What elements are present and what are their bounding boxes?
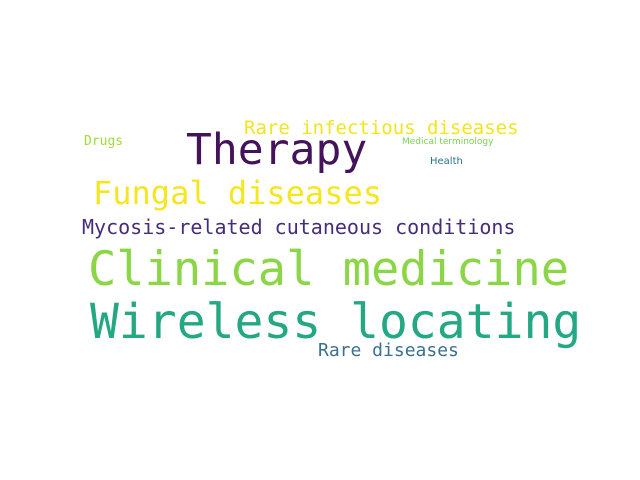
word-rare-diseases: Rare diseases (318, 340, 459, 361)
word-rare-infectious-diseases: Rare infectious diseases (244, 117, 519, 139)
word-mycosis-related-cutaneous-conditions: Mycosis-related cutaneous conditions (82, 215, 516, 239)
word-fungal-diseases: Fungal diseases (93, 174, 382, 212)
word-medical-terminology: Medical terminology (402, 137, 494, 147)
word-wireless-locating: Wireless locating (90, 294, 582, 350)
word-drugs: Drugs (84, 134, 124, 149)
word-therapy: Therapy (186, 125, 368, 175)
word-health: Health (430, 156, 463, 167)
word-clinical-medicine: Clinical medicine (88, 242, 570, 297)
